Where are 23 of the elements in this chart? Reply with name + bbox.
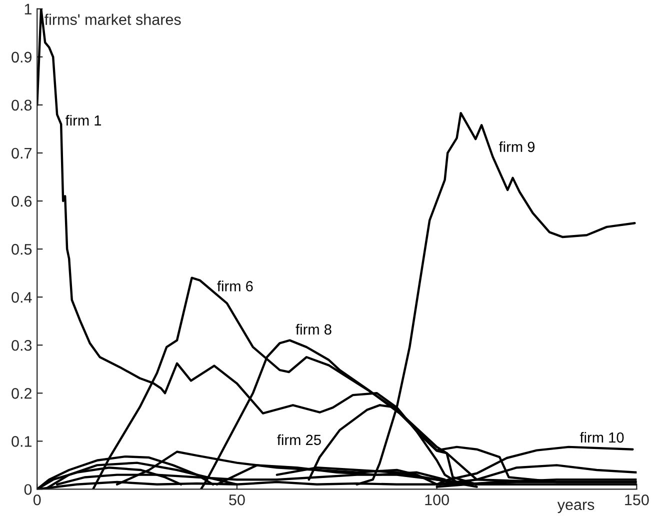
series-label: firm 6 xyxy=(217,280,253,292)
x-tick-label: 50 xyxy=(229,494,245,506)
y-tick-label: 0.9 xyxy=(12,52,32,63)
x-axis-title: years xyxy=(557,502,594,514)
y-axis-title: firms' market shares xyxy=(44,14,181,25)
x-tick-label: 100 xyxy=(425,494,449,506)
y-tick-label: 1 xyxy=(24,4,32,14)
y-tick-label: 0.5 xyxy=(12,244,32,255)
series-label: firm 25 xyxy=(277,434,321,446)
y-tick-label: 0 xyxy=(24,484,32,495)
y-tick-label: 0.2 xyxy=(12,388,32,399)
y-tick-label: 0.4 xyxy=(12,292,32,303)
y-tick-label: 0.6 xyxy=(12,196,32,207)
series-label: firm 10 xyxy=(580,432,624,443)
y-tick-label: 0.1 xyxy=(12,436,32,447)
series-label: firm 8 xyxy=(296,324,332,335)
y-tick-label: 0.3 xyxy=(12,340,32,351)
y-tick-label: 0.8 xyxy=(12,100,32,111)
x-tick-label: 0 xyxy=(33,494,41,506)
series-label: firm 1 xyxy=(65,114,102,126)
y-tick-label: 0.7 xyxy=(12,148,32,159)
x-tick-label: 150 xyxy=(625,494,649,506)
series-label: firm 9 xyxy=(498,141,535,152)
